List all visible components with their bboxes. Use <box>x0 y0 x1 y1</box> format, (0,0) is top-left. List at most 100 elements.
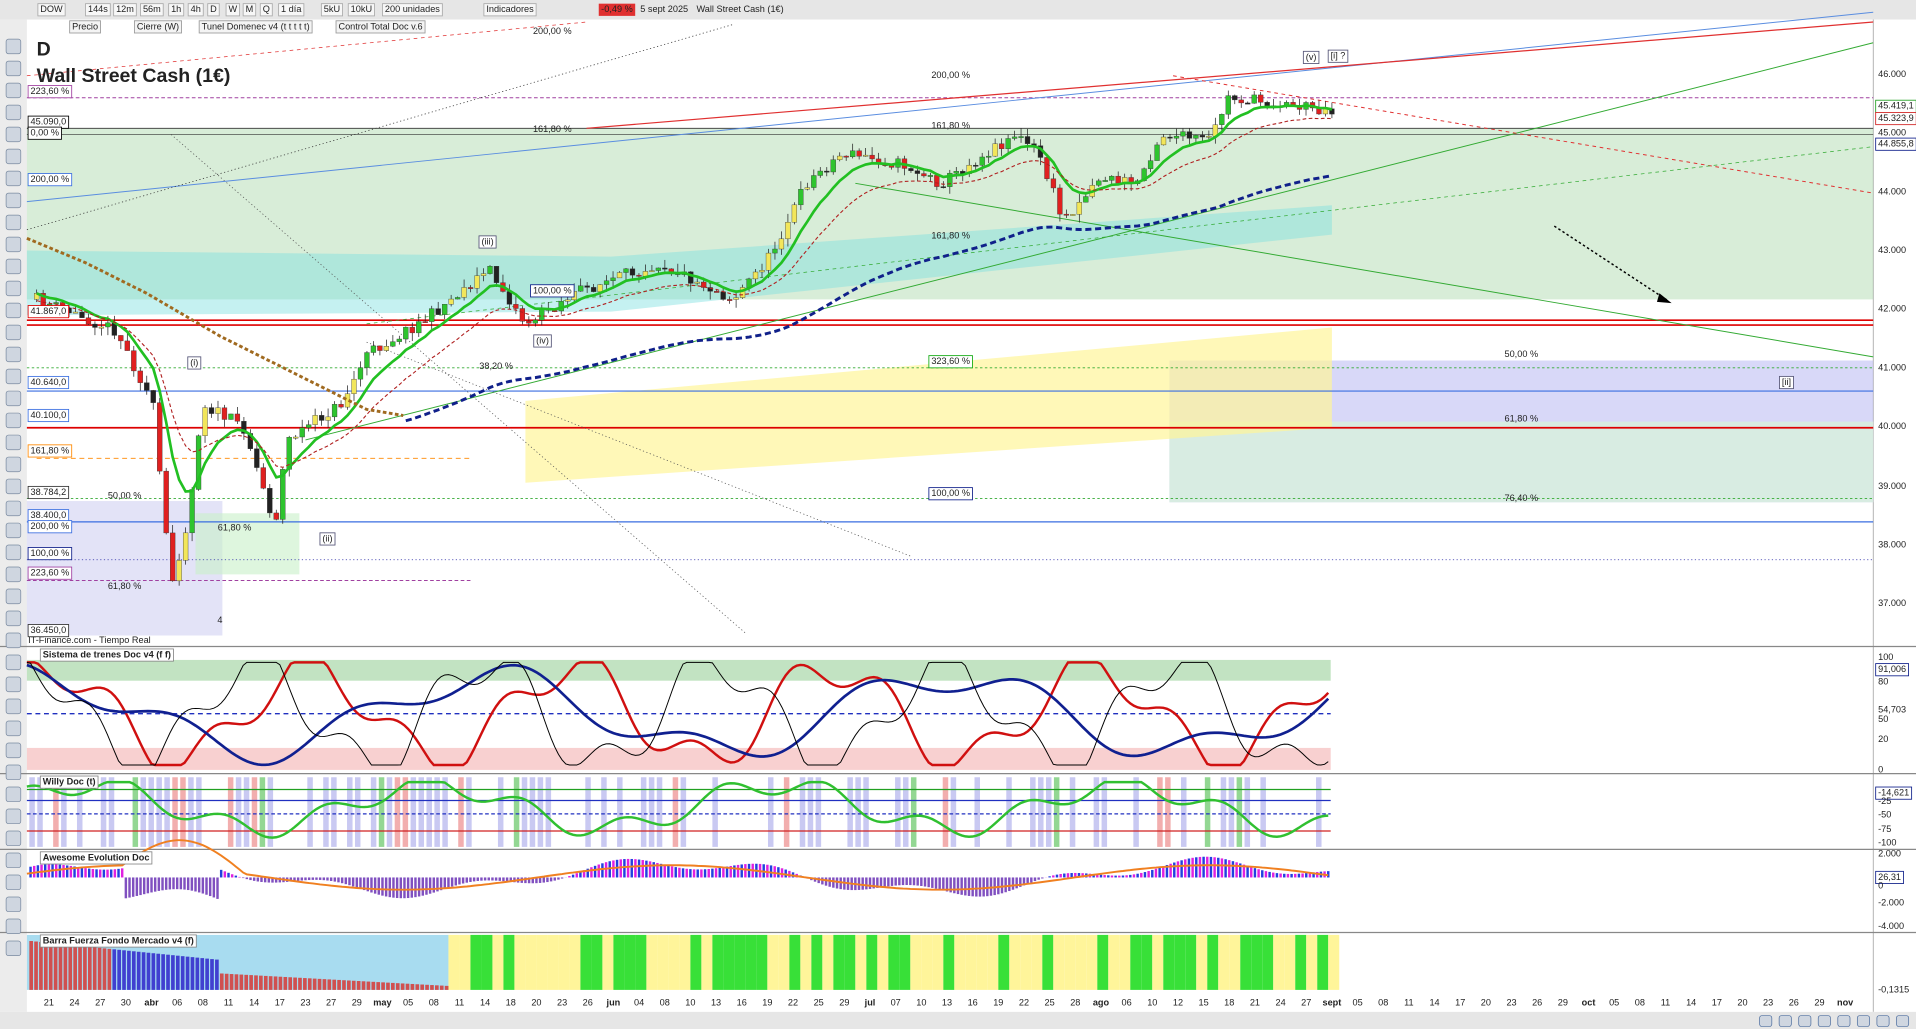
tool-icon[interactable] <box>5 60 22 77</box>
toolbar-button[interactable]: 1 día <box>281 4 302 14</box>
tool-icon[interactable] <box>5 940 22 957</box>
toolbar-button[interactable]: 200 unidades <box>385 4 440 14</box>
tool-icon[interactable] <box>5 82 22 99</box>
tool-icon[interactable] <box>5 38 22 55</box>
toolbar-button[interactable]: D <box>210 4 217 14</box>
candle <box>215 407 221 414</box>
ao-bar <box>656 862 659 878</box>
willy-bar <box>1045 777 1052 847</box>
force-bar <box>312 978 317 990</box>
toolbar-button[interactable]: Q <box>263 4 270 14</box>
tool-icon[interactable] <box>5 280 22 297</box>
tool-icon[interactable] <box>5 808 22 825</box>
tool-icon[interactable] <box>5 896 22 913</box>
tool-icon[interactable] <box>5 764 22 781</box>
tool-icon[interactable] <box>5 632 22 649</box>
status-icon[interactable] <box>1817 1015 1831 1027</box>
status-icon[interactable] <box>1837 1015 1851 1027</box>
toolbar-button[interactable]: 12m <box>116 4 134 14</box>
candle <box>1160 136 1167 146</box>
toolbar-button[interactable]: W <box>229 4 238 14</box>
tool-icon[interactable] <box>5 830 22 847</box>
tool-icon[interactable] <box>5 148 22 165</box>
tool-icon[interactable] <box>5 214 22 231</box>
tool-icon[interactable] <box>5 456 22 473</box>
ao-bar <box>652 862 655 878</box>
tool-icon[interactable] <box>5 236 22 253</box>
status-icon[interactable] <box>1896 1015 1910 1027</box>
status-icon[interactable] <box>1856 1015 1870 1027</box>
tool-icon[interactable] <box>5 434 22 451</box>
candle <box>357 367 364 380</box>
toolbar-button[interactable]: M <box>246 4 254 14</box>
tool-icon[interactable] <box>5 610 22 627</box>
tool-icon[interactable] <box>5 566 22 583</box>
tool-icon[interactable] <box>5 390 22 407</box>
panel-axis-label-box <box>1875 870 1904 884</box>
toolbar-button[interactable]: 4h <box>191 4 201 14</box>
panel-axis-label: -75 <box>1878 824 1891 834</box>
indicator-tab[interactable]: Control Total Doc v.6 <box>338 21 422 31</box>
ao-bar <box>1048 876 1051 878</box>
tool-icon[interactable] <box>5 522 22 539</box>
ao-bar <box>1235 862 1238 878</box>
tool-icon[interactable] <box>5 720 22 737</box>
status-icon[interactable] <box>1778 1015 1792 1027</box>
tool-icon[interactable] <box>5 324 22 341</box>
indicator-tab[interactable]: Tunel Domenec v4 (t t t t t) <box>202 21 310 31</box>
indicator-tab[interactable]: Precio <box>72 21 98 31</box>
ao-bar <box>384 877 388 897</box>
toolbar-button[interactable]: 144s <box>88 4 108 14</box>
toolbar-button[interactable]: 1h <box>171 4 181 14</box>
ao-bar <box>1187 858 1191 878</box>
candle <box>267 488 273 514</box>
tool-icon[interactable] <box>5 698 22 715</box>
tool-icon[interactable] <box>5 588 22 605</box>
status-icon[interactable] <box>1759 1015 1773 1027</box>
toolbar-button[interactable]: 5kU <box>324 4 340 14</box>
toolbar-button[interactable]: 56m <box>143 4 161 14</box>
tool-icon[interactable] <box>5 874 22 891</box>
tool-icon[interactable] <box>5 786 22 803</box>
tool-icon[interactable] <box>5 170 22 187</box>
tool-icon[interactable] <box>5 918 22 935</box>
arrow-head <box>1656 293 1672 304</box>
status-icon[interactable] <box>1876 1015 1890 1027</box>
toolbar-button[interactable]: Indicadores <box>486 4 534 14</box>
ao-bar <box>432 877 436 893</box>
force-segment <box>987 934 999 990</box>
level-label: 200,00 % <box>31 174 70 184</box>
tool-icon[interactable] <box>5 192 22 209</box>
tool-icon[interactable] <box>5 500 22 517</box>
toolbar-button[interactable]: 10kU <box>351 4 372 14</box>
panel-title: Willy Doc (t) <box>43 777 96 787</box>
tool-icon[interactable] <box>5 104 22 121</box>
force-segment <box>459 934 471 990</box>
ao-bar <box>410 877 414 898</box>
ao-bar <box>1015 877 1018 889</box>
tool-icon[interactable] <box>5 544 22 561</box>
tool-icon[interactable] <box>5 676 22 693</box>
willy-bar <box>863 777 869 847</box>
indicator-tab[interactable]: Cierre (W) <box>137 21 179 31</box>
tool-icon[interactable] <box>5 258 22 275</box>
ao-bar <box>84 868 87 878</box>
toolbar-button[interactable]: DOW <box>40 4 63 14</box>
tool-icon[interactable] <box>5 302 22 319</box>
tool-icon[interactable] <box>5 412 22 429</box>
tool-icon[interactable] <box>5 654 22 671</box>
force-bar <box>112 949 117 990</box>
candle <box>1096 180 1102 186</box>
tool-icon[interactable] <box>5 368 22 385</box>
ao-bar <box>861 877 864 890</box>
candle <box>824 170 830 173</box>
tool-icon[interactable] <box>5 126 22 143</box>
status-icon[interactable] <box>1798 1015 1812 1027</box>
tool-icon[interactable] <box>5 478 22 495</box>
tool-icon[interactable] <box>5 742 22 759</box>
tool-icon[interactable] <box>5 852 22 869</box>
willy-bar <box>656 777 663 847</box>
tool-icon[interactable] <box>5 346 22 363</box>
candle <box>940 186 946 189</box>
date-label: 11 <box>1404 998 1414 1008</box>
